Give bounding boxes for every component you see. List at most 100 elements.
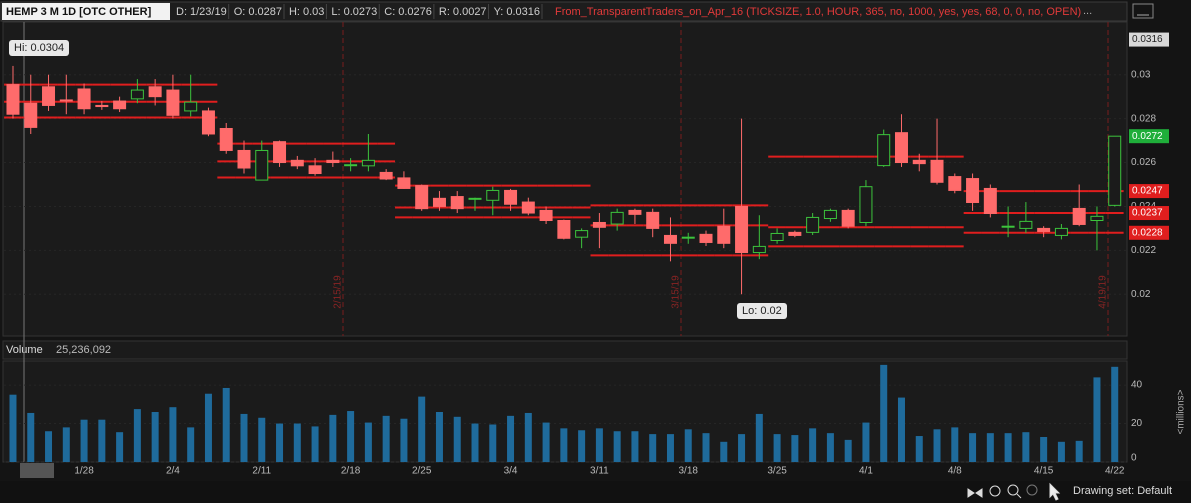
candle-body (148, 86, 162, 98)
x-tick-label: 2/25 (412, 466, 432, 477)
volume-bar (116, 432, 124, 462)
candle-body (415, 185, 429, 210)
y-tick-label: 0.026 (1131, 157, 1156, 168)
volume-bar (826, 433, 834, 462)
volume-bar (45, 431, 53, 462)
toolbar-icons[interactable] (967, 482, 1061, 501)
x-tick-label: 4/8 (948, 466, 962, 477)
icon-frame (1132, 3, 1154, 19)
volume-bar (62, 427, 70, 462)
x-tick-label: 3/11 (590, 466, 609, 477)
volume-bar (258, 417, 266, 462)
candle-body (912, 159, 926, 165)
header-bar (0, 1, 1128, 22)
volume-bar (151, 412, 159, 462)
candle-body (539, 209, 553, 222)
marks: 0.020.0220.0240.0260.0280.03020401/231/2… (4, 32, 1169, 477)
volume-bar (329, 414, 337, 462)
volume-bar (986, 433, 994, 462)
field-value: 0.0273 (344, 6, 378, 18)
volume-bar (915, 436, 923, 462)
candle-body (450, 196, 464, 210)
drawing-set[interactable]: Drawing set: Default (1073, 485, 1172, 497)
symbol: HEMP 3 M 1D [OTC OTHER] (6, 6, 152, 18)
candle-body (948, 176, 962, 191)
volume-header (2, 340, 1128, 360)
volume-bar (471, 423, 479, 462)
volume-bar (862, 422, 870, 462)
x-tick-label: 4/22 (1105, 466, 1125, 477)
volume-bar (400, 418, 408, 462)
candle-body (379, 171, 393, 180)
volume-bar (738, 434, 746, 462)
field-value: 1/23/19 (190, 6, 227, 18)
volume-bar (347, 411, 355, 462)
candle-body (237, 149, 251, 169)
symbol-box[interactable] (2, 3, 170, 20)
volume-bar (418, 396, 426, 462)
price-tag-label: 0.0237 (1132, 208, 1163, 219)
volume-bar (222, 387, 230, 462)
legend-field: Y: 0.0316 (494, 6, 540, 18)
candle-body (468, 197, 482, 200)
candle-body (610, 211, 624, 225)
candle-body (219, 127, 233, 151)
pointer-icon[interactable] (1049, 482, 1061, 501)
candle-body (770, 232, 784, 241)
volume-bar (311, 426, 319, 462)
volume-bar (578, 430, 586, 462)
candle-body (1108, 135, 1122, 206)
y-tick-label: 0 (1131, 453, 1137, 464)
candle-body (273, 141, 287, 164)
candle-body (859, 186, 873, 223)
y-tick-label: 40 (1131, 380, 1143, 391)
volume-bar (27, 412, 35, 462)
field-label: R: (439, 6, 450, 18)
legend-field: C: 0.0276 (384, 6, 432, 18)
candle-body (557, 220, 571, 239)
candle-body (806, 216, 820, 233)
candle-body (1019, 220, 1033, 229)
crosshair-icon[interactable] (989, 485, 1001, 497)
volume-bar (9, 394, 17, 462)
volume-bar (240, 413, 248, 462)
volume-bar (169, 407, 177, 462)
candle-body (663, 234, 677, 244)
volume-bar (1022, 432, 1030, 462)
volume-total: 25,236,092 (56, 344, 111, 356)
pan-icon[interactable] (967, 488, 983, 498)
candle-body (681, 236, 695, 239)
candle-body (823, 209, 837, 220)
zoom-in-icon[interactable] (1007, 484, 1019, 496)
candle-body (95, 104, 109, 108)
more-button[interactable]: ... (1083, 5, 1092, 17)
volume-bar (702, 433, 710, 462)
candle-body (504, 189, 518, 205)
volume-bar (951, 427, 959, 462)
candle-body (877, 134, 891, 167)
candle-body (1054, 227, 1068, 236)
volume-bar (435, 412, 443, 462)
volume-bar (755, 413, 763, 462)
event-label: 2/15/19 (333, 275, 344, 309)
candle-body (646, 211, 660, 229)
zoom-out-icon[interactable] (1026, 484, 1038, 496)
legend-fields: D: 1/23/19 O: 0.0287 H: 0.03 L: 0.0273 C: 0.0276 R… (176, 4, 543, 19)
candle-body (290, 159, 304, 167)
legend-field: R: 0.0027 (439, 6, 487, 18)
volume-unit: <millions> (1176, 389, 1187, 434)
volume-bar (98, 419, 106, 462)
candle-body (717, 225, 731, 244)
candle-body (308, 165, 322, 175)
x-tick-label: 2/11 (252, 466, 271, 477)
volume-bar (880, 364, 888, 462)
y-tick-label: 20 (1131, 418, 1143, 429)
legend-field: D: 1/23/19 (176, 6, 227, 18)
volume-bar (542, 422, 550, 462)
candle-body (397, 177, 411, 189)
volume-bar (293, 423, 301, 462)
field-value: 0.0276 (398, 6, 432, 18)
candle-body (113, 100, 127, 110)
settings-icon[interactable] (1132, 3, 1154, 19)
